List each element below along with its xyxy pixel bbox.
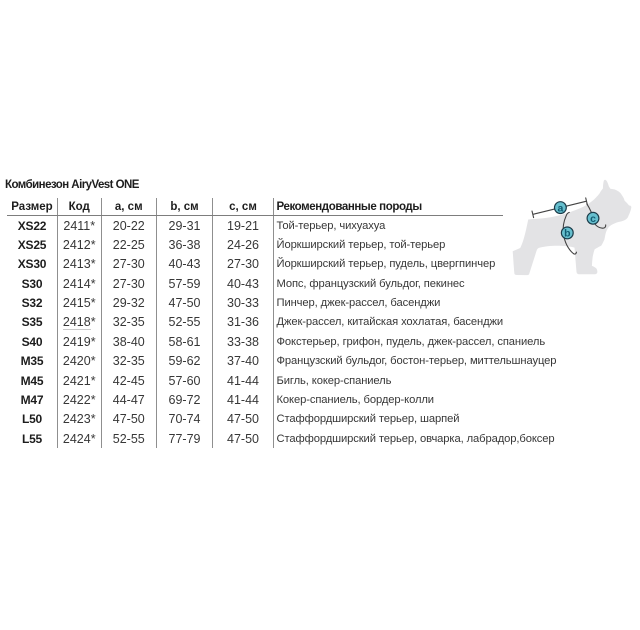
svg-text:a: a: [557, 202, 563, 214]
svg-text:b: b: [564, 228, 570, 240]
svg-text:c: c: [590, 213, 596, 225]
